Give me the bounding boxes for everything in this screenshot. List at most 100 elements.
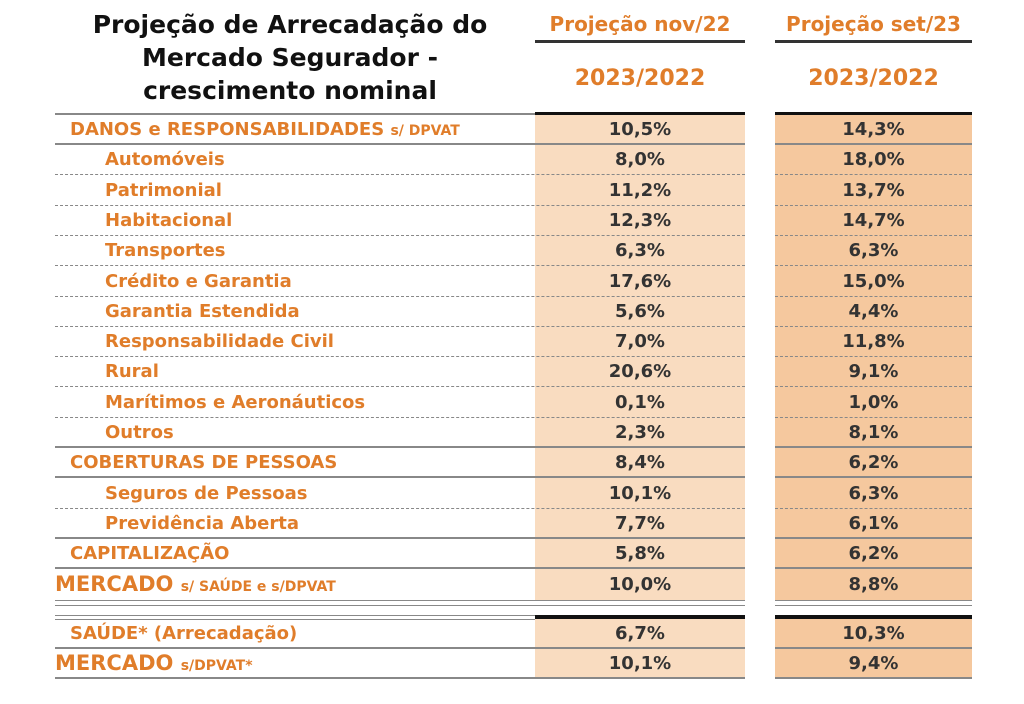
value-set23: 8,8% <box>848 573 899 595</box>
row-divider <box>55 204 745 206</box>
row-label-text: Outros <box>105 422 174 443</box>
table-row: Garantia Estendida 5,6% 4,4% <box>55 297 972 327</box>
value-nov22: 6,7% <box>615 623 665 644</box>
row-label: COBERTURAS DE PESSOAS <box>70 452 337 473</box>
table-row: Responsabilidade Civil 7,0% 11,8% <box>55 327 972 358</box>
divider <box>55 113 535 115</box>
row-label: Previdência Aberta <box>105 513 299 534</box>
row-divider <box>775 204 972 206</box>
row-divider <box>775 677 972 679</box>
table-row: Outros 2,3% 8,1% <box>55 418 972 448</box>
value-nov22: 0,1% <box>615 391 665 413</box>
row-label: Seguros de Pessoas <box>105 483 308 504</box>
row-label: CAPITALIZAÇÃO <box>70 543 229 564</box>
table-row: Previdência Aberta 7,7% 6,1% <box>55 509 972 539</box>
column-subheader-nov22: 2023/2022 <box>574 66 706 91</box>
row-label: Patrimonial <box>105 180 222 201</box>
table-row: MERCADO s/DPVAT* 10,1% 9,4% <box>55 649 972 679</box>
row-label-text: Responsabilidade Civil <box>105 331 334 353</box>
row-divider <box>775 143 972 145</box>
row-label-suffix: s/ SAÚDE e s/DPVAT <box>180 578 336 595</box>
row-label: Responsabilidade Civil <box>105 331 334 352</box>
value-nov22: 11,2% <box>608 179 672 201</box>
value-nov22: 2,3% <box>615 422 665 443</box>
row-label-text: Patrimonial <box>105 179 222 201</box>
row-divider <box>775 476 972 479</box>
row-label: Crédito e Garantia <box>105 271 292 292</box>
row-label-suffix: s/DPVAT* <box>180 658 253 674</box>
title-line: crescimento nominal <box>143 76 437 105</box>
header-underline <box>775 40 972 43</box>
row-divider <box>55 356 745 358</box>
row-label: DANOS e RESPONSABILIDADES s/ DPVAT <box>70 119 460 140</box>
value-nov22: 7,7% <box>615 512 665 534</box>
value-nov22: 17,6% <box>608 270 672 292</box>
row-label: Outros <box>105 422 174 443</box>
value-nov22: 20,6% <box>608 361 672 383</box>
value-set23: 8,1% <box>848 422 899 443</box>
value-nov22: 7,0% <box>615 331 665 353</box>
value-set23: 9,1% <box>848 361 899 383</box>
row-divider <box>55 325 745 327</box>
row-divider <box>775 234 972 236</box>
table-row: Transportes 6,3% 6,3% <box>55 236 972 267</box>
divider <box>55 615 535 620</box>
row-label: MERCADO s/DPVAT* <box>55 651 253 675</box>
column-header-nov22: Projeção nov/22 <box>549 12 731 36</box>
table-row: DANOS e RESPONSABILIDADES s/ DPVAT 10,5% 1… <box>55 115 972 145</box>
value-set23: 14,7% <box>842 209 905 231</box>
table-title: Projeção de Arrecadação do Mercado Segur… <box>60 8 520 107</box>
row-divider <box>775 295 972 297</box>
row-divider <box>55 536 745 539</box>
value-nov22: 12,3% <box>608 209 672 231</box>
table-row: Seguros de Pessoas 10,1% 6,3% <box>55 479 972 509</box>
row-label-text: Marítimos e Aeronáuticos <box>105 391 366 413</box>
row-divider <box>775 507 972 509</box>
value-nov22: 5,6% <box>615 300 665 322</box>
row-divider <box>55 174 745 176</box>
row-divider <box>55 295 745 297</box>
row-label-text: Previdência Aberta <box>105 512 299 534</box>
row-divider <box>55 476 745 479</box>
row-divider <box>55 507 745 509</box>
value-set23: 18,0% <box>842 149 905 171</box>
table-row: COBERTURAS DE PESSOAS 8,4% 6,2% <box>55 448 972 479</box>
table-row: Patrimonial 11,2% 13,7% <box>55 176 972 206</box>
row-divider <box>55 677 745 679</box>
row-label-text: Seguros de Pessoas <box>105 482 308 504</box>
row-divider <box>775 647 972 649</box>
row-divider <box>55 567 745 570</box>
row-label: Habitacional <box>105 210 232 231</box>
title-line: Mercado Segurador - <box>142 43 438 72</box>
value-set23: 4,4% <box>848 300 899 322</box>
divider <box>535 615 745 619</box>
value-nov22: 10,5% <box>608 119 672 140</box>
table-row: Marítimos e Aeronáuticos 0,1% 1,0% <box>55 388 972 418</box>
row-label: Automóveis <box>105 149 225 170</box>
row-divider <box>55 416 745 418</box>
value-set23: 11,8% <box>842 331 905 353</box>
value-nov22: 10,0% <box>608 573 672 595</box>
value-nov22: 10,1% <box>608 482 672 504</box>
row-divider <box>775 567 972 570</box>
row-divider <box>775 416 972 418</box>
row-label: Marítimos e Aeronáuticos <box>105 392 365 413</box>
row-divider <box>55 386 745 388</box>
column-bg-set23 <box>775 114 972 601</box>
value-nov22: 6,3% <box>615 240 665 262</box>
value-set23: 6,3% <box>848 482 899 504</box>
table-row: Rural 20,6% 9,1% <box>55 357 972 388</box>
divider <box>775 615 972 619</box>
row-label-text: COBERTURAS DE PESSOAS <box>70 452 338 474</box>
row-divider <box>775 536 972 539</box>
value-set23: 15,0% <box>842 270 905 292</box>
row-label: SAÚDE* (Arrecadação) <box>70 623 297 644</box>
value-nov22: 10,1% <box>608 653 672 674</box>
table-row: MERCADO s/ SAÚDE e s/DPVAT 10,0% 8,8% <box>55 570 972 600</box>
value-set23: 14,3% <box>842 119 905 140</box>
row-label-text: MERCADO <box>55 651 174 675</box>
row-label: Rural <box>105 361 159 382</box>
row-label-text: Transportes <box>105 240 226 262</box>
row-label: Transportes <box>105 240 226 261</box>
table-row: CAPITALIZAÇÃO 5,8% 6,2% <box>55 539 972 570</box>
